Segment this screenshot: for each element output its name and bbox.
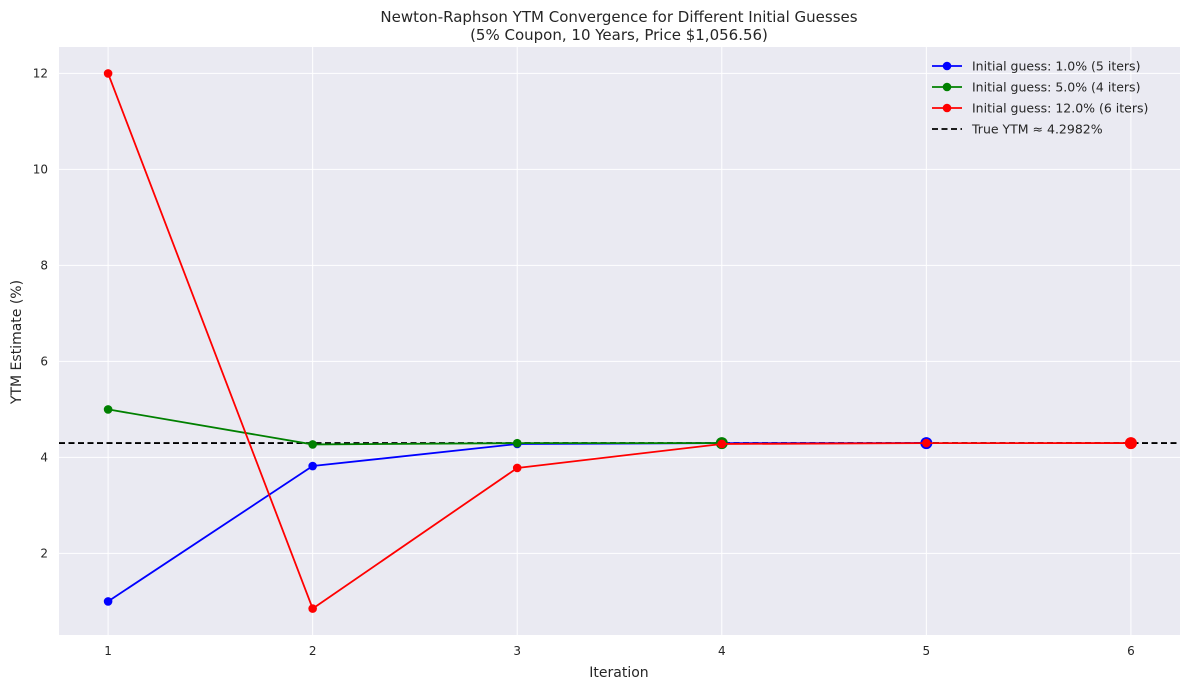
data-point (308, 440, 317, 449)
data-point (103, 597, 113, 606)
final-point (1124, 437, 1137, 450)
y-tick-label: 4 (40, 450, 48, 464)
y-axis-label: YTM Estimate (%) (9, 280, 25, 405)
series-2 (103, 69, 1137, 613)
legend-label: Initial guess: 12.0% (6 iters) (972, 101, 1148, 116)
data-point (512, 463, 522, 473)
chart-title: Newton-Raphson YTM Convergence for Diffe… (380, 8, 857, 26)
legend-marker (942, 61, 952, 71)
legend-marker (942, 103, 952, 113)
y-tick-label: 12 (33, 66, 48, 80)
legend-label: Initial guess: 5.0% (4 iters) (972, 80, 1140, 95)
x-tick-label: 2 (309, 644, 317, 658)
series-line (107, 408, 722, 446)
x-tick-label: 1 (104, 644, 112, 658)
y-tick-label: 6 (40, 354, 48, 368)
chart-subtitle: (5% Coupon, 10 Years, Price $1,056.56) (470, 26, 768, 44)
x-tick-label: 5 (923, 644, 931, 658)
x-tick-label: 6 (1127, 644, 1135, 658)
series-line (107, 73, 1131, 610)
series-group (103, 69, 1137, 613)
legend-label: True YTM ≈ 4.2982% (971, 122, 1103, 137)
data-point (922, 438, 931, 448)
x-tick-label: 3 (513, 644, 521, 658)
legend-label: Initial guess: 1.0% (5 iters) (972, 59, 1140, 74)
x-tick-label: 4 (718, 644, 726, 658)
x-axis-label: Iteration (589, 665, 648, 681)
legend-marker (942, 82, 952, 92)
plot-background (59, 47, 1180, 635)
data-point (717, 439, 727, 449)
data-point (512, 438, 522, 448)
data-point (103, 69, 113, 78)
data-point (103, 405, 113, 414)
grid-lines (59, 47, 1180, 635)
y-tick-label: 2 (40, 546, 48, 560)
data-point (308, 461, 317, 471)
data-point (308, 604, 317, 613)
legend: Initial guess: 1.0% (5 iters) Initial gue… (932, 59, 1148, 137)
y-tick-label: 8 (40, 258, 48, 272)
y-tick-label: 10 (33, 162, 48, 176)
